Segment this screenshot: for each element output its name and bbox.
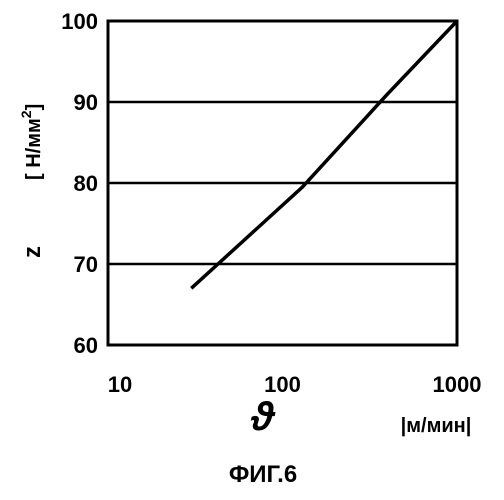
y-axis-title: z [ Н/мм2]	[18, 104, 46, 258]
y-axis-unit: [ Н/мм2]	[18, 104, 45, 180]
y-axis-unit-text: [ Н/мм	[23, 118, 45, 180]
x-axis-unit: |м/мин|	[401, 415, 472, 437]
figure-caption: ФИГ.6	[229, 461, 297, 488]
x-tick-label-1000: 1000	[433, 372, 482, 397]
grid	[108, 102, 457, 264]
y-tick-label-60: 60	[74, 333, 98, 358]
y-tick-label-100: 100	[61, 9, 98, 34]
y-axis-symbol: z	[19, 246, 46, 258]
series	[191, 21, 457, 288]
x-axis-symbol: ϑ	[250, 395, 276, 439]
x-tick-label-100: 100	[264, 372, 301, 397]
x-tick-labels: 10 100 1000	[108, 372, 482, 397]
y-axis-unit-close: ]	[23, 104, 45, 111]
y-tick-labels: 60 70 80 90 100	[61, 9, 98, 358]
x-tick-label-10: 10	[108, 372, 132, 397]
y-tick-label-90: 90	[74, 90, 98, 115]
y-tick-label-80: 80	[74, 171, 98, 196]
series-line-0	[191, 21, 457, 288]
y-axis-unit-sup: 2	[18, 110, 34, 118]
y-tick-label-70: 70	[74, 252, 98, 277]
